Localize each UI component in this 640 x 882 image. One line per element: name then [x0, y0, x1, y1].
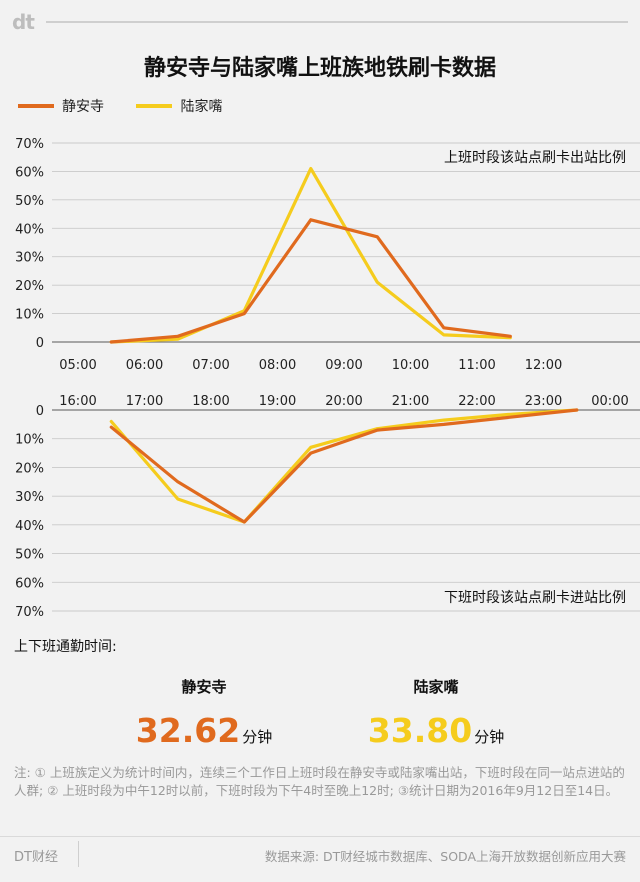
legend-label-jingansi: 静安寺: [62, 99, 104, 115]
commute-value-lujiazui: 33.80: [367, 711, 473, 750]
upper-x-tick-label: 10:00: [392, 358, 429, 373]
lower-y-tick-label: 70%: [15, 605, 44, 620]
commute-stat-jingansi: 静安寺 32.62 分钟: [104, 676, 304, 750]
legend-item-lujiazui: 陆家嘴: [136, 96, 222, 116]
lower-y-tick-label: 50%: [15, 548, 44, 563]
upper-y-tick-label: 70%: [15, 137, 44, 152]
chart-legend: 静安寺 陆家嘴: [18, 96, 250, 116]
commute-unit-jingansi: 分钟: [242, 728, 273, 746]
data-source: 数据来源: DT财经城市数据库、SODA上海开放数据创新应用大赛: [264, 849, 626, 864]
upper-y-tick-label: 60%: [15, 165, 44, 180]
upper-y-tick-label: 10%: [15, 308, 44, 323]
upper-x-tick-label: 12:00: [525, 358, 562, 373]
lower-series-line-jingansi: [109, 408, 579, 524]
lower-x-tick-label: 18:00: [192, 394, 229, 409]
lower-y-tick-label: 40%: [15, 519, 44, 534]
footer-brand: DT财经: [14, 850, 58, 865]
commute-stat-lujiazui: 陆家嘴 33.80 分钟: [336, 676, 536, 750]
lower-y-tick-label: 60%: [15, 576, 44, 591]
upper-series-line-jingansi: [109, 218, 512, 344]
lower-x-tick-label: 22:00: [458, 394, 495, 409]
dt-logo: dt: [12, 10, 35, 34]
footnote: 注: ① 上班族定义为统计时间内，连续三个工作日上班时段在静安寺或陆家嘴出站，下…: [14, 765, 625, 798]
upper-y-tick-label: 40%: [15, 222, 44, 237]
lower-y-tick-label: 10%: [15, 433, 44, 448]
upper-y-tick-label: 50%: [15, 194, 44, 209]
header-rule: [46, 21, 628, 23]
lower-x-tick-label: 19:00: [259, 394, 296, 409]
commute-unit-lujiazui: 分钟: [474, 728, 505, 746]
commute-value-jingansi: 32.62: [135, 711, 241, 750]
lower-y-tick-label: 30%: [15, 490, 44, 505]
upper-x-tick-label: 09:00: [325, 358, 362, 373]
lower-series-line-lujiazui: [109, 408, 579, 524]
lower-panel-label: 下班时段该站点刷卡进站比例: [444, 590, 626, 606]
commute-stat-name-lujiazui: 陆家嘴: [413, 678, 459, 696]
upper-y-tick-label: 20%: [15, 279, 44, 294]
upper-y-tick-label: 30%: [15, 251, 44, 266]
lower-y-tick-label: 20%: [15, 461, 44, 476]
lower-y-tick-label: 0: [36, 404, 44, 419]
commute-heading: 上下班通勤时间:: [14, 639, 117, 655]
lower-x-tick-label: 16:00: [59, 394, 96, 409]
upper-y-tick-label: 0: [36, 336, 44, 351]
legend-item-jingansi: 静安寺: [18, 96, 104, 116]
commute-line-chart: 70% 60% 50% 40% 30% 20% 10% 0 05:00 06:00 07:00 08:…: [15, 137, 640, 620]
lower-x-tick-label: 00:00: [591, 394, 628, 409]
commute-value-row-jingansi: 32.62 分钟: [104, 711, 304, 750]
upper-panel-label: 上班时段该站点刷卡出站比例: [444, 150, 626, 166]
upper-x-tick-label: 07:00: [192, 358, 229, 373]
upper-x-tick-label: 08:00: [259, 358, 296, 373]
page-title: 静安寺与陆家嘴上班族地铁刷卡数据: [143, 56, 496, 81]
upper-x-tick-label: 06:00: [126, 358, 163, 373]
footer-rule: [0, 836, 640, 837]
legend-swatch-jingansi: [18, 104, 54, 108]
lower-x-tick-label: 20:00: [325, 394, 362, 409]
top-bar: dt: [12, 10, 628, 34]
lower-x-tick-label: 17:00: [126, 394, 163, 409]
commute-value-row-lujiazui: 33.80 分钟: [336, 711, 536, 750]
legend-label-lujiazui: 陆家嘴: [180, 99, 223, 115]
upper-x-tick-label: 05:00: [59, 358, 96, 373]
legend-swatch-lujiazui: [136, 104, 173, 108]
lower-x-tick-label: 21:00: [392, 394, 429, 409]
upper-series-line-lujiazui: [109, 166, 512, 344]
commute-stat-name-jingansi: 静安寺: [181, 678, 227, 696]
upper-x-tick-label: 11:00: [458, 358, 495, 373]
lower-x-tick-label: 23:00: [525, 394, 562, 409]
footer-separator: [78, 841, 79, 867]
